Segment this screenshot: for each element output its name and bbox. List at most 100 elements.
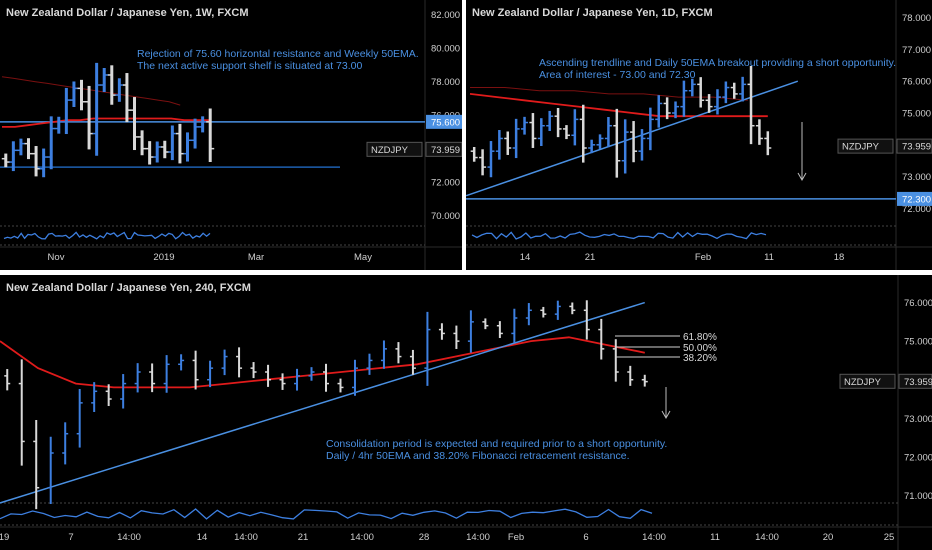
weekly-annotation: Rejection of 75.60 horizontal resistance… — [137, 48, 419, 72]
time-axis-tick: Feb — [695, 252, 711, 263]
ohlc-bar — [192, 350, 199, 390]
ohlc-bar — [191, 118, 200, 149]
ohlc-bar — [630, 121, 638, 163]
oscillator-line — [3, 231, 211, 240]
time-axis-tick: 2019 — [153, 252, 174, 263]
ohlc-bar — [511, 308, 518, 343]
last-price-tag-box — [896, 138, 932, 154]
ohlc-bar — [178, 354, 185, 371]
ohlc-bar — [569, 302, 576, 315]
ohlc-bar — [4, 369, 11, 391]
time-axis-tick: 14:00 — [350, 532, 374, 543]
ohlc-bar — [479, 149, 487, 176]
down-arrow-head — [797, 172, 807, 182]
ohlc-bar — [641, 374, 648, 387]
level-price-label: 75.600 — [431, 117, 460, 128]
ohlc-bar — [337, 378, 344, 393]
time-axis-tick: May — [354, 252, 372, 263]
ohlc-bar — [279, 373, 286, 390]
ohlc-bar — [47, 436, 54, 505]
price-axis-tick: 78.000 — [431, 77, 460, 88]
symbol-tag: NZDJPY — [842, 142, 880, 153]
ohlc-bar — [672, 101, 680, 119]
ohlc-bar — [596, 134, 604, 149]
weekly-annotation-line-1: Rejection of 75.60 horizontal resistance… — [137, 48, 419, 60]
h4-chart-title: New Zealand Dollar / Japanese Yen, 240, … — [6, 282, 251, 294]
price-axis-tick: 72.000 — [431, 178, 460, 189]
ohlc-bar — [722, 81, 730, 104]
price-axis-tick: 76.000 — [904, 298, 932, 309]
symbol-tag-box — [839, 373, 896, 389]
ema50-line — [1, 76, 181, 106]
weekly-chart-panel[interactable]: 82.00080.00078.00076.00074.00072.00070.0… — [0, 0, 462, 270]
price-axis-tick: 70.000 — [431, 211, 460, 222]
ohlc-bar — [115, 78, 124, 102]
ohlc-bar — [424, 311, 431, 386]
time-axis-tick: 14 — [520, 252, 531, 263]
ohlc-bar — [77, 79, 86, 111]
fibonacci-level-label: 61.80% — [683, 332, 717, 343]
price-axis-tick: 75.000 — [902, 109, 931, 120]
ohlc-bar — [638, 129, 646, 161]
h4-annotation: Consolidation period is expected and req… — [326, 438, 667, 462]
time-axis-tick: 28 — [419, 532, 430, 543]
ohlc-bar — [91, 382, 98, 413]
ohlc-bar — [525, 303, 532, 326]
level-price-tag — [426, 114, 462, 129]
ohlc-bar — [47, 116, 56, 170]
ohlc-bar — [138, 130, 147, 156]
symbol-tag: NZDJPY — [371, 145, 409, 156]
ohlc-bar — [487, 141, 495, 178]
time-axis-tick: 14:00 — [642, 532, 666, 543]
ohlc-bar — [16, 138, 25, 156]
time-axis-tick: 21 — [585, 252, 596, 263]
ohlc-bar — [747, 65, 755, 145]
ohlc-bar — [612, 339, 619, 382]
ohlc-bar — [613, 108, 621, 178]
ohlc-bar — [122, 73, 131, 123]
ohlc-bar — [1, 153, 10, 168]
ohlc-bar — [680, 80, 688, 117]
fibonacci-level-label: 50.00% — [683, 343, 717, 354]
ohlc-bar — [705, 94, 713, 113]
time-axis-tick: 21 — [298, 532, 309, 543]
ohlc-bar — [149, 363, 156, 393]
price-axis-tick: 73.000 — [904, 414, 932, 425]
ema50-line — [469, 93, 768, 118]
weekly-annotation-line-2: The next active support shelf is situate… — [137, 60, 363, 72]
ohlc-bar — [294, 368, 301, 391]
symbol-tag-box — [366, 141, 423, 157]
ohlc-bar — [663, 97, 671, 120]
last-price-tag: 73.959 — [431, 145, 460, 156]
ohlc-bar — [105, 384, 112, 407]
time-axis-tick: 11 — [764, 252, 774, 263]
ohlc-bar — [621, 119, 629, 174]
daily-chart-title: New Zealand Dollar / Japanese Yen, 1D, F… — [472, 7, 713, 19]
ohlc-bar — [33, 420, 40, 510]
ohlc-bar — [107, 65, 116, 105]
time-axis-tick: 14:00 — [117, 532, 141, 543]
ohlc-bar — [470, 147, 478, 162]
daily-chart-panel[interactable]: 78.00077.00076.00075.00074.00073.00072.0… — [466, 0, 932, 270]
time-axis-tick: 11 — [710, 532, 720, 543]
ohlc-bar — [236, 347, 243, 378]
ascending-trendline — [0, 301, 645, 504]
ohlc-bar — [134, 363, 141, 393]
time-axis-tick: Feb — [508, 532, 524, 543]
ohlc-bar — [120, 374, 127, 409]
ohlc-bar — [24, 138, 33, 160]
price-axis-tick: 71.000 — [904, 491, 932, 502]
price-axis-tick: 72.000 — [902, 204, 931, 215]
symbol-tag: NZDJPY — [844, 377, 882, 388]
weekly-chart-title: New Zealand Dollar / Japanese Yen, 1W, F… — [6, 7, 249, 19]
ohlc-bar — [583, 300, 590, 340]
h4-chart-panel[interactable]: 76.00075.00074.00073.00072.00071.0001971… — [0, 275, 932, 550]
ohlc-bar — [69, 81, 78, 107]
oscillator-line — [0, 508, 653, 520]
ohlc-bar — [18, 359, 25, 466]
ohlc-bar — [655, 95, 663, 128]
ohlc-bar — [554, 107, 562, 138]
ohlc-bar — [85, 85, 94, 150]
time-axis-tick: Mar — [248, 252, 264, 263]
ohlc-bar — [521, 116, 529, 135]
